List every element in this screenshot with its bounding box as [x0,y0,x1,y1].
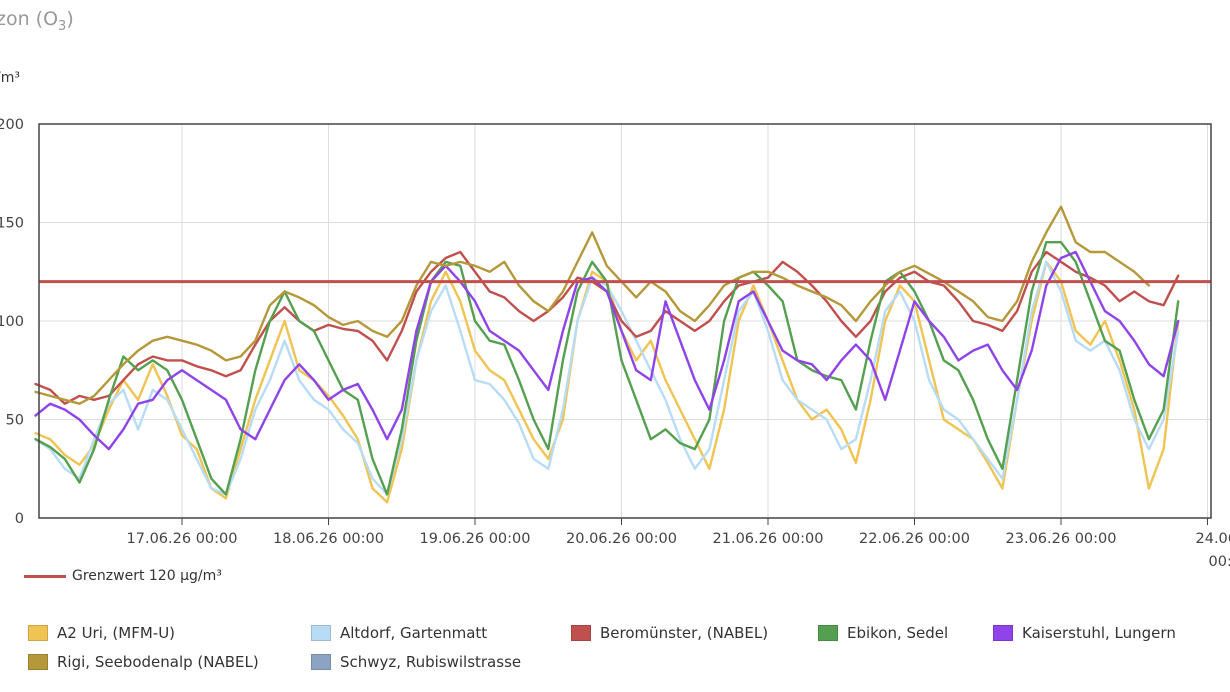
series-lines [34,205,1180,504]
legend-swatch [818,625,838,641]
grid-lines [39,124,1211,518]
legend-swatch [311,654,331,670]
y-axis-unit-label: /m³ [0,70,20,86]
y-tick-label: 100 [0,314,24,330]
x-tick-label: 22.06.26 00:00 [859,531,970,547]
y-tick-label: 200 [0,117,24,133]
legend-item[interactable]: Ebikon, Sedel [818,624,948,642]
x-tick-label-line2: 00:00 [1209,554,1230,570]
limit-line-legend-label: Grenzwert 120 µg/m³ [72,568,222,584]
legend-label: Rigi, Seebodenalp (NABEL) [57,653,259,671]
series-line-4 [34,250,1180,451]
legend-label: Schwyz, Rubiswilstrasse [340,653,522,671]
x-tick-label: 24.06.2 [1196,531,1230,547]
legend-swatch [311,625,331,641]
x-axis-ticks: 17.06.26 00:00 18.06.26 00:00 19.06.26 00:… [127,518,1230,570]
y-tick-label: 150 [0,216,24,232]
x-tick-label: 23.06.26 00:00 [1006,531,1117,547]
legend-item[interactable]: Rigi, Seebodenalp (NABEL) [28,653,259,671]
x-tick-label: 20.06.26 00:00 [566,531,677,547]
legend-item[interactable]: A2 Uri, (MFM-U) [28,624,175,642]
legend-item[interactable]: Schwyz, Rubiswilstrasse [311,653,521,671]
legend-label: Altdorf, Gartenmatt [340,624,488,642]
legend-label: A2 Uri, (MFM-U) [57,624,176,642]
legend-swatch [28,625,48,641]
chart-title-subscript: 3 [58,18,67,34]
legend-swatch [28,654,48,670]
y-tick-label: 50 [6,413,24,429]
x-tick-label: 18.06.26 00:00 [273,531,384,547]
limit-line-legend[interactable]: Grenzwert 120 µg/m³ [24,568,222,584]
x-tick-label: 19.06.26 00:00 [420,531,531,547]
legend-label: Ebikon, Sedel [847,624,949,642]
legend-item[interactable]: Kaiserstuhl, Lungern [993,624,1176,642]
plot-frame [38,123,1212,519]
chart-title: zon (O3) [0,8,74,34]
series-line-2 [34,250,1180,405]
legend-item[interactable]: Altdorf, Gartenmatt [311,624,487,642]
x-tick-label: 21.06.26 00:00 [713,531,824,547]
series-line-5 [34,205,1151,405]
y-axis-ticks: 0 50 100 150 200 [0,117,24,527]
legend-item[interactable]: Beromünster, (NABEL) [571,624,768,642]
chart-title-end: ) [66,8,74,30]
y-tick-label: 0 [15,511,24,527]
chart-title-text: zon (O [0,8,59,30]
x-tick-label: 17.06.26 00:00 [127,531,238,547]
legend-swatch [571,625,591,641]
legend-swatch [993,625,1013,641]
limit-line-swatch [24,574,66,578]
legend-label: Beromünster, (NABEL) [600,624,769,642]
legend-label: Kaiserstuhl, Lungern [1022,624,1176,642]
